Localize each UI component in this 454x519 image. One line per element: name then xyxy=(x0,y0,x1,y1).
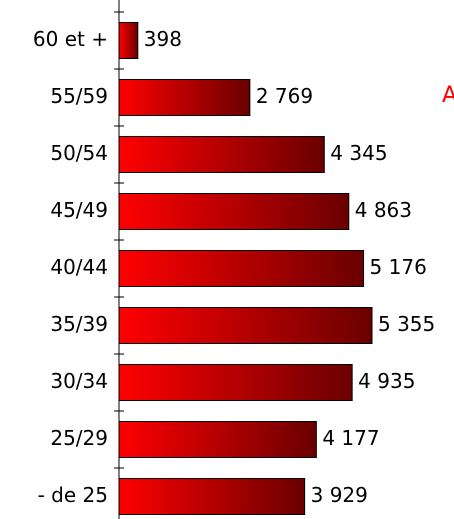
value-label: 4 863 xyxy=(355,198,412,222)
bar xyxy=(118,79,251,116)
y-tick-label: 30/34 xyxy=(50,369,108,393)
bar xyxy=(118,421,317,458)
bar xyxy=(118,136,325,173)
value-label: 4 345 xyxy=(330,141,387,165)
value-label: 4 177 xyxy=(322,426,379,450)
value-label: 4 935 xyxy=(358,369,415,393)
y-tick-label: 55/59 xyxy=(50,84,108,108)
bar xyxy=(118,478,306,515)
y-tick-label: 45/49 xyxy=(50,198,108,222)
bar xyxy=(118,307,373,344)
value-label: 3 929 xyxy=(311,483,368,507)
value-label: 5 355 xyxy=(378,312,435,336)
bar xyxy=(118,364,353,401)
y-tick-label: 25/29 xyxy=(50,426,108,450)
value-label: 5 176 xyxy=(370,255,427,279)
y-tick-label: 40/44 xyxy=(50,255,108,279)
y-tick-label: - de 25 xyxy=(38,483,108,507)
y-tick-label: 50/54 xyxy=(50,141,108,165)
bar xyxy=(118,22,139,59)
bar xyxy=(118,250,365,287)
value-label: 2 769 xyxy=(256,84,313,108)
y-tick-label: 60 et + xyxy=(33,27,108,51)
value-label: 398 xyxy=(144,27,182,51)
bar xyxy=(118,193,350,230)
annotation: A xyxy=(442,83,454,108)
y-tick-label: 35/39 xyxy=(50,312,108,336)
